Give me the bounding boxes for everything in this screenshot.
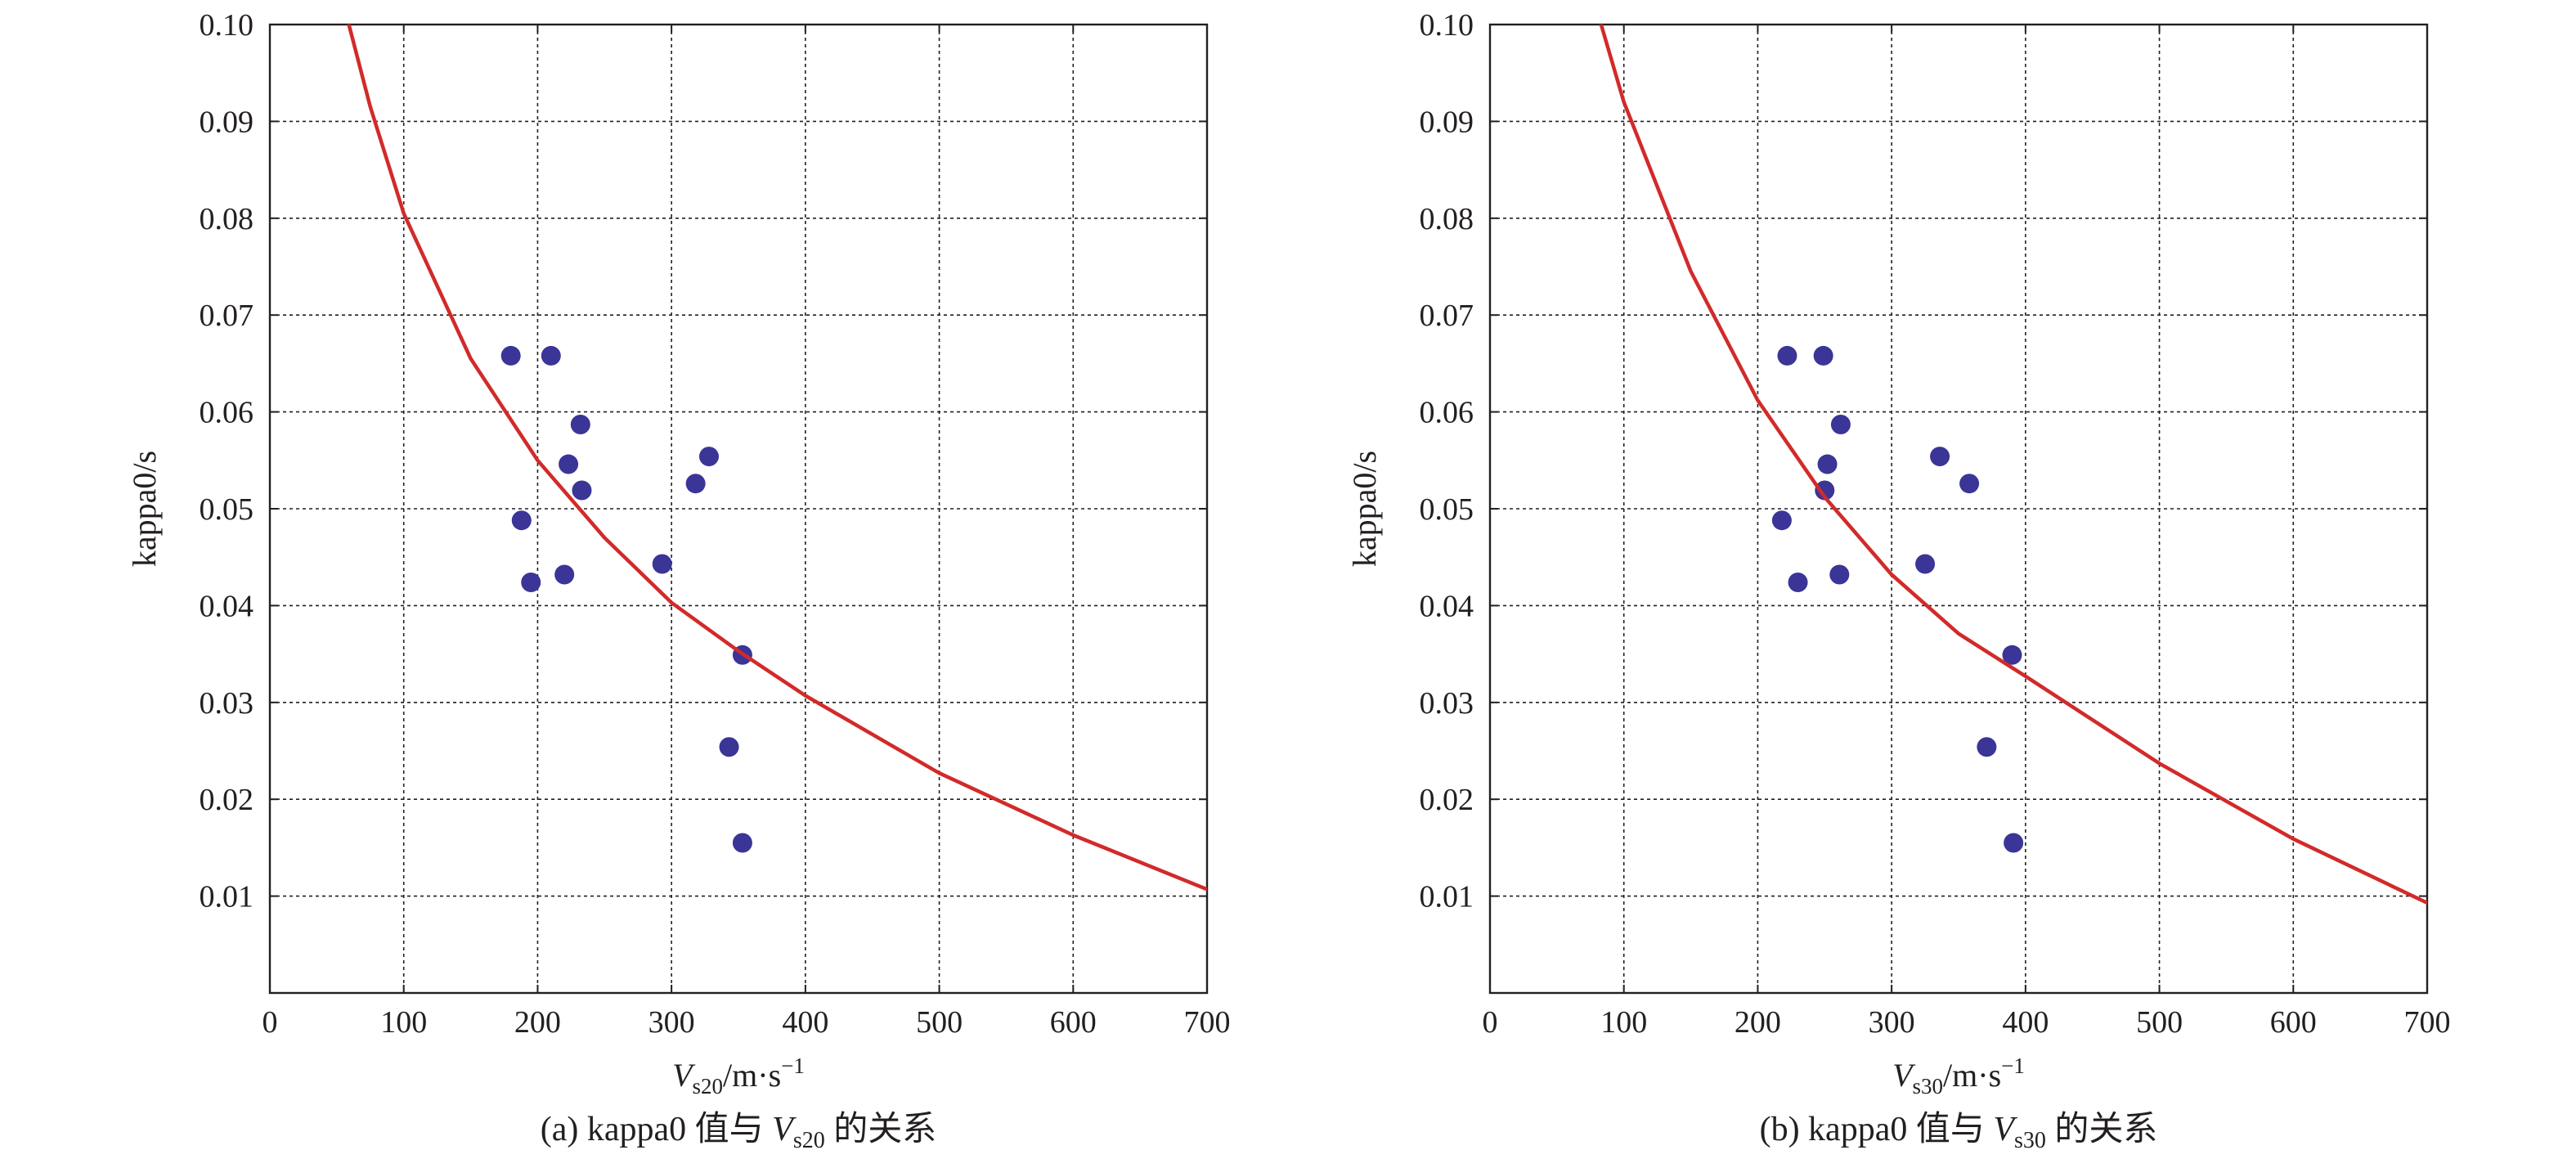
y-tick-label: 0.08 xyxy=(200,202,254,236)
panel-caption: (b) kappa0 值与 Vs30 的关系 xyxy=(1760,1111,2158,1153)
x-axis-title: Vs20/m·s−1 xyxy=(672,1053,805,1098)
y-tick-label: 0.01 xyxy=(200,880,254,914)
data-point xyxy=(572,480,592,501)
panel-b: 0 100 200 300 400 500 600 700 0.01 0.02 0.03 0.04 0.… xyxy=(1346,8,2451,1153)
y-tick-label: 0.06 xyxy=(1420,396,1474,430)
x-tick-label: 300 xyxy=(1869,1005,1915,1040)
y-tick-label: 0.06 xyxy=(200,396,254,430)
y-tick-label: 0.02 xyxy=(1420,783,1474,817)
x-tick-label: 0 xyxy=(1483,1005,1498,1040)
data-point xyxy=(1777,345,1797,366)
y-tick-label: 0.09 xyxy=(200,105,254,139)
data-point xyxy=(1815,480,1835,501)
x-axis-superscript: −1 xyxy=(781,1053,805,1078)
x-tick-label: 200 xyxy=(514,1005,561,1040)
x-axis-subscript: s20 xyxy=(693,1074,724,1098)
x-tick-label: 0 xyxy=(263,1005,278,1040)
y-axis-title: kappa0/s xyxy=(126,451,163,567)
y-tick-label: 0.10 xyxy=(1420,8,1474,43)
y-tick-label: 0.07 xyxy=(200,299,254,333)
y-tick-label: 0.07 xyxy=(1420,299,1474,333)
caption-suffix: 的关系 xyxy=(825,1111,937,1148)
data-point xyxy=(1817,454,1838,474)
data-point xyxy=(541,345,561,366)
x-tick-label: 100 xyxy=(380,1005,427,1040)
x-tick-label: 500 xyxy=(916,1005,963,1040)
y-tick-label: 0.01 xyxy=(1420,880,1474,914)
y-tick-label: 0.04 xyxy=(200,589,254,623)
data-point xyxy=(1771,510,1792,531)
x-tick-label: 400 xyxy=(782,1005,828,1040)
data-point xyxy=(1829,564,1850,585)
y-tick-label: 0.05 xyxy=(1420,492,1474,527)
y-tick-label: 0.09 xyxy=(1420,105,1474,139)
data-point xyxy=(554,564,575,585)
x-tick-label: 200 xyxy=(1735,1005,1781,1040)
y-tick-label: 0.02 xyxy=(200,783,254,817)
caption-suffix: 的关系 xyxy=(2046,1111,2158,1148)
data-point xyxy=(1788,572,1808,592)
data-point xyxy=(732,833,752,853)
data-point xyxy=(521,572,541,592)
data-point xyxy=(685,474,706,494)
x-tick-label: 500 xyxy=(2136,1005,2183,1040)
caption-prefix: (b) kappa0 值与 xyxy=(1760,1111,1994,1148)
data-point xyxy=(1930,447,1950,467)
y-tick-label: 0.03 xyxy=(1420,686,1474,721)
data-point xyxy=(511,510,532,531)
data-point xyxy=(559,454,579,474)
caption-subscript: s20 xyxy=(793,1128,825,1153)
x-axis-superscript: −1 xyxy=(2001,1053,2025,1078)
caption-var: V xyxy=(772,1111,797,1148)
data-point xyxy=(719,737,739,757)
x-tick-label: 400 xyxy=(2002,1005,2049,1040)
x-axis-var: V xyxy=(672,1057,696,1094)
x-axis-unit: /m·s xyxy=(1943,1057,2001,1094)
data-point xyxy=(2002,645,2022,665)
data-point xyxy=(698,447,719,467)
data-point xyxy=(1977,737,1997,757)
y-tick-label: 0.10 xyxy=(200,8,254,43)
data-point xyxy=(652,554,672,574)
y-tick-label: 0.04 xyxy=(1420,589,1474,623)
y-tick-label: 0.05 xyxy=(200,492,254,527)
data-point xyxy=(500,345,521,366)
fit-curve xyxy=(347,25,1207,892)
x-tick-label: 300 xyxy=(648,1005,695,1040)
y-tick-label: 0.08 xyxy=(1420,202,1474,236)
caption-subscript: s30 xyxy=(2014,1128,2046,1153)
x-tick-label: 100 xyxy=(1600,1005,1647,1040)
data-point xyxy=(2004,833,2024,853)
x-tick-label: 700 xyxy=(1184,1005,1231,1040)
y-axis-title: kappa0/s xyxy=(1346,451,1383,567)
data-point xyxy=(1813,345,1833,366)
data-point xyxy=(570,414,590,434)
data-point xyxy=(1830,414,1851,434)
x-axis-unit: /m·s xyxy=(723,1057,781,1094)
x-tick-label: 600 xyxy=(1050,1005,1097,1040)
panel-caption: (a) kappa0 值与 Vs20 的关系 xyxy=(541,1111,936,1153)
caption-prefix: (a) kappa0 值与 xyxy=(541,1111,772,1148)
x-axis-title: Vs30/m·s−1 xyxy=(1892,1053,2025,1098)
x-tick-label: 600 xyxy=(2270,1005,2317,1040)
x-tick-label: 700 xyxy=(2404,1005,2451,1040)
x-axis-var: V xyxy=(1892,1057,1916,1094)
y-tick-label: 0.03 xyxy=(200,686,254,721)
caption-var: V xyxy=(1993,1111,2017,1148)
panel-a: 0 100 200 300 400 500 600 700 0.01 0.02 0.03 0.04 0.… xyxy=(126,8,1231,1153)
x-axis-subscript: s30 xyxy=(1913,1074,1944,1098)
data-point xyxy=(1915,554,1936,574)
fit-curve xyxy=(1599,25,2427,905)
data-point xyxy=(1959,474,1980,494)
